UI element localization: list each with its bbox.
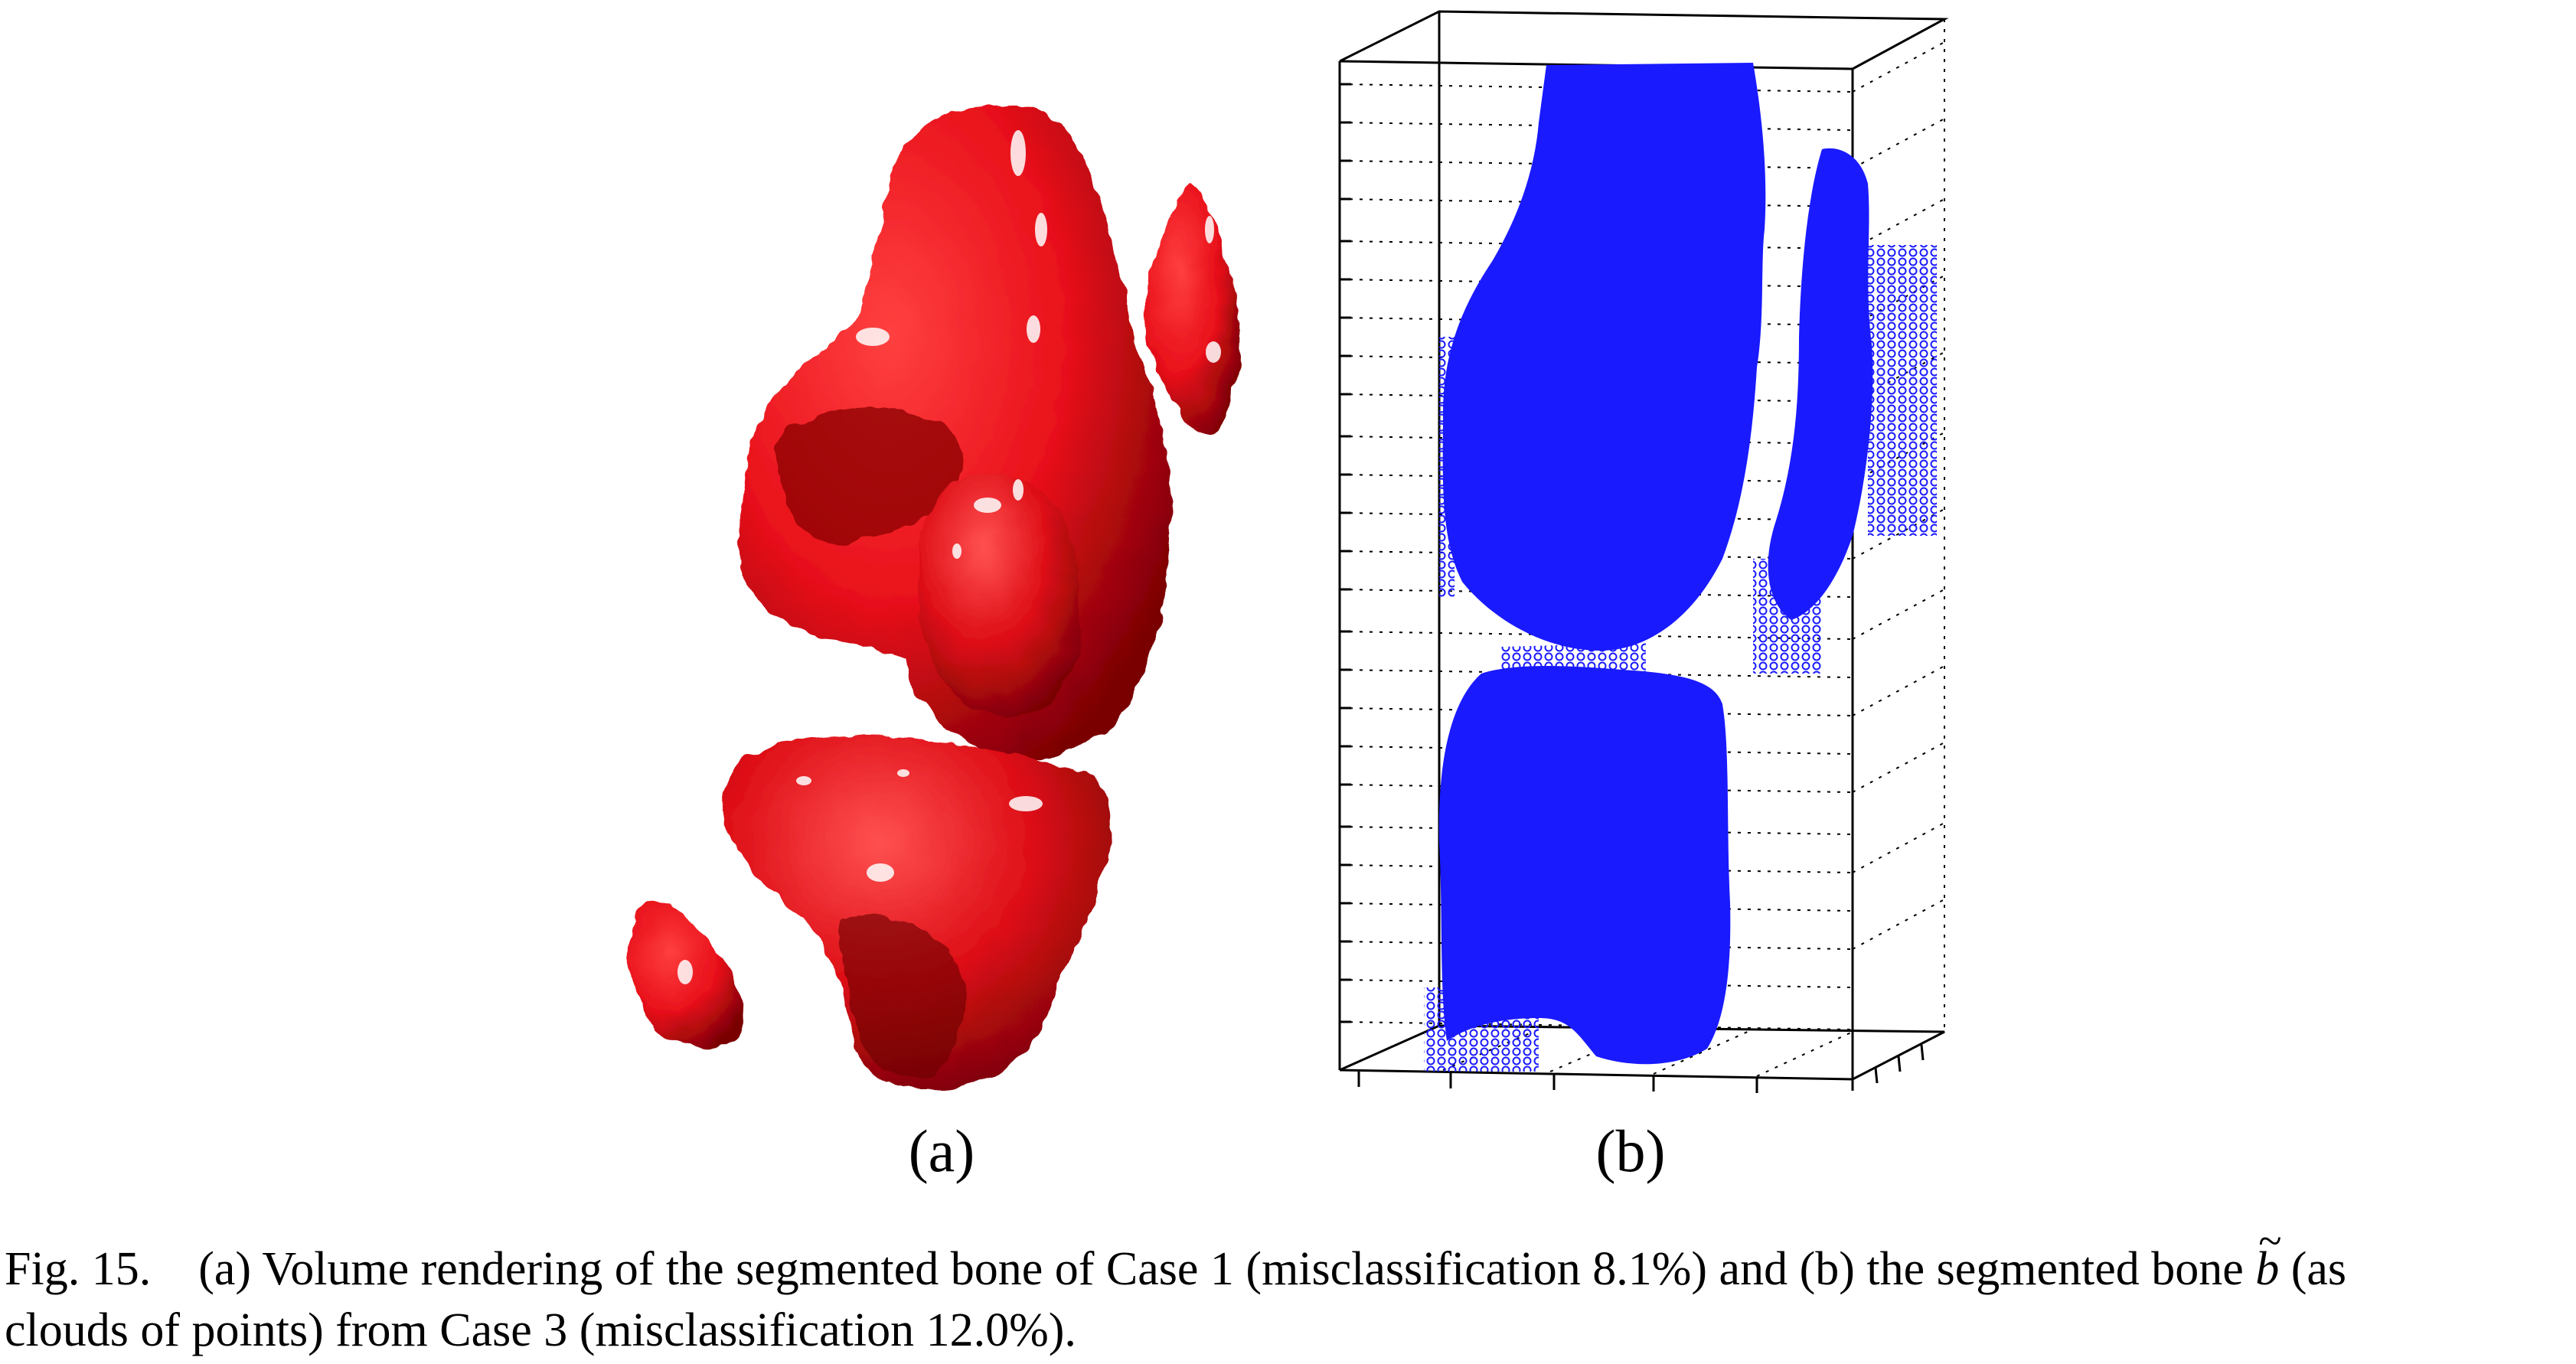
panel-a-label: (a) bbox=[909, 1118, 975, 1184]
caption-line-2: clouds of points) from Case 3 (misclassi… bbox=[5, 1304, 1076, 1356]
point-cloud-tibia bbox=[1438, 666, 1731, 1065]
caption-line-1: Fig. 15. (a) Volume rendering of the seg… bbox=[5, 1211, 2569, 1300]
femur-lobe bbox=[918, 474, 1081, 719]
patella-surface bbox=[1145, 184, 1242, 433]
point-cloud-patella-fringe bbox=[1868, 245, 1937, 536]
caption-text-1-end: (as bbox=[2290, 1243, 2347, 1295]
tibia-surface bbox=[724, 735, 1112, 1092]
caption-symbol: b bbox=[2255, 1211, 2281, 1300]
point-cloud-patella bbox=[1768, 148, 1873, 620]
tibia-highlights bbox=[796, 769, 1043, 882]
femur-highlights bbox=[856, 130, 1047, 559]
point-cloud-joint bbox=[1500, 643, 1646, 681]
panel-b-label: (b) bbox=[1596, 1118, 1666, 1184]
figure-caption: Fig. 15. (a) Volume rendering of the seg… bbox=[5, 1211, 2569, 1361]
point-cloud-femur bbox=[1442, 63, 1766, 651]
point-cloud-tibia-fringe bbox=[1424, 987, 1539, 1072]
femur-shadow bbox=[777, 408, 964, 543]
plot-ticks bbox=[1340, 83, 1925, 1093]
point-cloud-femur-fringe bbox=[1439, 337, 1455, 597]
tibia-shadow bbox=[839, 915, 963, 1078]
caption-text-1: (a) Volume rendering of the segmented bo… bbox=[198, 1243, 2244, 1295]
caption-prefix: Fig. 15. bbox=[5, 1243, 152, 1295]
fibula-highlight bbox=[677, 960, 693, 984]
patella-highlights bbox=[1205, 216, 1221, 363]
panel-b-plot bbox=[1338, 10, 1949, 1093]
panel-a-rendering bbox=[628, 105, 1242, 1092]
point-cloud-patella-tail bbox=[1753, 559, 1822, 674]
